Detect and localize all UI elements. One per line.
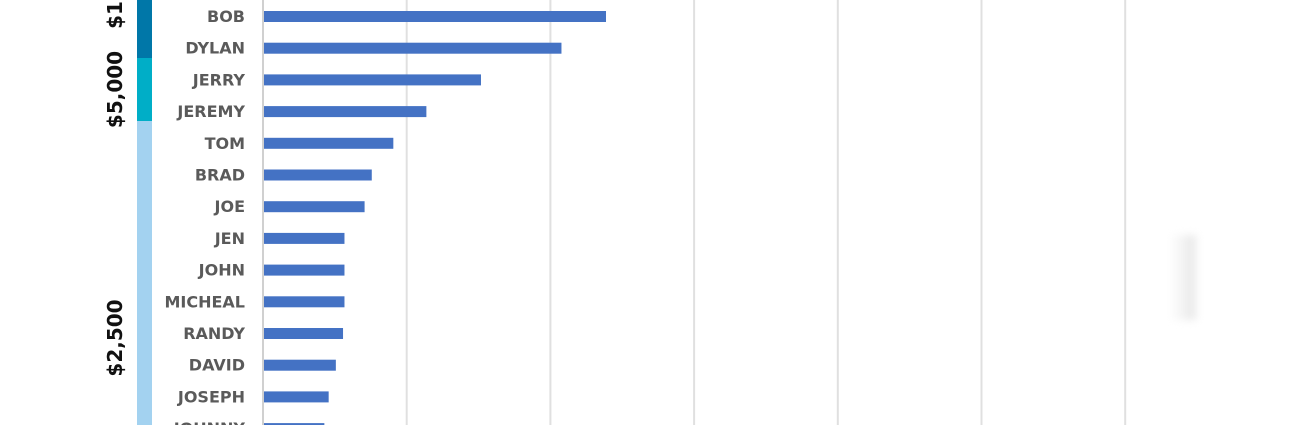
bar bbox=[264, 264, 345, 276]
bar bbox=[264, 42, 562, 54]
category-label: BOB bbox=[207, 7, 245, 26]
tier-label: $2,500 bbox=[103, 299, 127, 376]
category-label: JEREMY bbox=[176, 102, 245, 121]
bar bbox=[264, 169, 372, 181]
bar bbox=[264, 328, 344, 339]
bar bbox=[264, 423, 325, 425]
category-label: JOHN bbox=[198, 261, 245, 280]
bar bbox=[264, 137, 394, 149]
bar bbox=[264, 296, 345, 308]
category-label: JOSEPH bbox=[177, 387, 245, 406]
panel-shadow bbox=[1170, 235, 1196, 320]
bar bbox=[264, 11, 607, 22]
category-label: DAVID bbox=[189, 356, 245, 375]
category-label: TOM bbox=[205, 134, 245, 153]
category-label: DYLAN bbox=[185, 39, 245, 58]
category-label: JOE bbox=[214, 197, 245, 216]
category-label: JOHNNY bbox=[173, 419, 246, 425]
tier-label: $10 bbox=[103, 0, 127, 29]
bar bbox=[264, 232, 345, 244]
bar bbox=[264, 106, 427, 118]
category-label: JEN bbox=[214, 229, 245, 248]
tier-band bbox=[137, 58, 152, 121]
category-label: BRAD bbox=[195, 166, 245, 185]
category-label: MICHEAL bbox=[164, 292, 245, 311]
tier-band bbox=[137, 121, 152, 425]
bar bbox=[264, 74, 481, 86]
bar bbox=[264, 391, 329, 403]
tier-band bbox=[137, 0, 152, 58]
category-label: RANDY bbox=[183, 324, 245, 343]
bar bbox=[264, 201, 365, 213]
bar bbox=[264, 359, 336, 371]
tier-label: $5,000 bbox=[103, 51, 127, 128]
category-label: JERRY bbox=[192, 70, 246, 89]
